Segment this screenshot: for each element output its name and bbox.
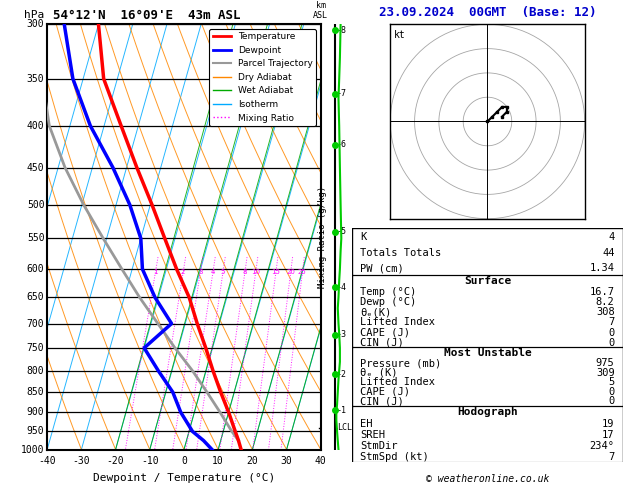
Text: 16.7: 16.7 <box>589 287 615 297</box>
Text: 15: 15 <box>271 269 281 275</box>
Text: 1.34: 1.34 <box>589 263 615 273</box>
Text: 500: 500 <box>27 200 45 210</box>
Text: 800: 800 <box>27 366 45 376</box>
Text: Most Unstable: Most Unstable <box>443 348 532 358</box>
Text: -3: -3 <box>337 330 347 340</box>
Legend: Temperature, Dewpoint, Parcel Trajectory, Dry Adiabat, Wet Adiabat, Isotherm, Mi: Temperature, Dewpoint, Parcel Trajectory… <box>209 29 316 126</box>
Text: © weatheronline.co.uk: © weatheronline.co.uk <box>426 473 549 484</box>
Text: 400: 400 <box>27 121 45 131</box>
Text: CAPE (J): CAPE (J) <box>360 387 410 397</box>
Text: 600: 600 <box>27 264 45 274</box>
Text: StmSpd (kt): StmSpd (kt) <box>360 451 429 462</box>
Text: 2: 2 <box>181 269 186 275</box>
Text: 350: 350 <box>27 74 45 84</box>
Text: km
ASL: km ASL <box>313 0 328 20</box>
Text: 5: 5 <box>221 269 225 275</box>
Text: 234°: 234° <box>589 441 615 451</box>
Text: Dewp (°C): Dewp (°C) <box>360 297 416 307</box>
Text: 550: 550 <box>27 233 45 243</box>
Text: 0: 0 <box>608 328 615 338</box>
Text: θₑ(K): θₑ(K) <box>360 307 392 317</box>
Text: 309: 309 <box>596 367 615 378</box>
Text: 3: 3 <box>198 269 203 275</box>
Text: 750: 750 <box>27 343 45 353</box>
Text: 900: 900 <box>27 407 45 417</box>
Text: 8: 8 <box>243 269 247 275</box>
Text: 23.09.2024  00GMT  (Base: 12): 23.09.2024 00GMT (Base: 12) <box>379 6 596 19</box>
Text: -40: -40 <box>38 456 56 466</box>
Text: hPa: hPa <box>24 10 45 20</box>
Text: -2: -2 <box>337 370 347 379</box>
Text: -10: -10 <box>141 456 159 466</box>
Text: 8.2: 8.2 <box>596 297 615 307</box>
Text: -1: -1 <box>337 406 347 415</box>
Text: 0: 0 <box>181 456 187 466</box>
Text: 700: 700 <box>27 318 45 329</box>
Text: 7: 7 <box>608 317 615 328</box>
Text: 10: 10 <box>251 269 260 275</box>
Text: Surface: Surface <box>464 276 511 286</box>
Text: 10: 10 <box>213 456 224 466</box>
Text: 850: 850 <box>27 387 45 397</box>
Text: LCL: LCL <box>337 423 352 432</box>
Text: 30: 30 <box>281 456 292 466</box>
Text: 40: 40 <box>315 456 326 466</box>
Text: 650: 650 <box>27 293 45 302</box>
Text: Dewpoint / Temperature (°C): Dewpoint / Temperature (°C) <box>93 473 275 483</box>
Text: CIN (J): CIN (J) <box>360 397 404 406</box>
Text: 25: 25 <box>298 269 307 275</box>
Text: -7: -7 <box>337 89 347 98</box>
Text: 0: 0 <box>608 397 615 406</box>
Text: θₑ (K): θₑ (K) <box>360 367 398 378</box>
Text: 4: 4 <box>608 232 615 242</box>
Text: K: K <box>360 232 367 242</box>
Text: 54°12'N  16°09'E  43m ASL: 54°12'N 16°09'E 43m ASL <box>53 9 241 22</box>
Text: StmDir: StmDir <box>360 441 398 451</box>
Text: -8: -8 <box>337 26 347 35</box>
Text: -6: -6 <box>337 140 347 149</box>
Text: -4: -4 <box>337 283 347 292</box>
Text: kt: kt <box>394 30 406 40</box>
Text: Temp (°C): Temp (°C) <box>360 287 416 297</box>
Text: CAPE (J): CAPE (J) <box>360 328 410 338</box>
Text: 44: 44 <box>602 247 615 258</box>
Text: 19: 19 <box>602 418 615 429</box>
Text: 308: 308 <box>596 307 615 317</box>
Text: -30: -30 <box>72 456 90 466</box>
Text: 450: 450 <box>27 162 45 173</box>
Text: Totals Totals: Totals Totals <box>360 247 442 258</box>
Text: Lifted Index: Lifted Index <box>360 377 435 387</box>
Text: 0: 0 <box>608 387 615 397</box>
Text: -5: -5 <box>337 227 347 236</box>
Text: 5: 5 <box>608 377 615 387</box>
Text: Pressure (mb): Pressure (mb) <box>360 358 442 368</box>
Text: PW (cm): PW (cm) <box>360 263 404 273</box>
Text: 0: 0 <box>608 338 615 348</box>
Text: 1000: 1000 <box>21 445 45 454</box>
Text: CIN (J): CIN (J) <box>360 338 404 348</box>
Text: 1: 1 <box>153 269 158 275</box>
Text: Mixing Ratio (g/kg): Mixing Ratio (g/kg) <box>318 186 326 288</box>
Text: EH: EH <box>360 418 373 429</box>
Text: Lifted Index: Lifted Index <box>360 317 435 328</box>
Text: 300: 300 <box>27 19 45 29</box>
Text: 7: 7 <box>608 451 615 462</box>
Text: Hodograph: Hodograph <box>457 407 518 417</box>
Text: 4: 4 <box>211 269 215 275</box>
Text: -20: -20 <box>107 456 125 466</box>
Text: 975: 975 <box>596 358 615 368</box>
Text: 950: 950 <box>27 426 45 436</box>
Text: SREH: SREH <box>360 430 386 440</box>
Text: 17: 17 <box>602 430 615 440</box>
Text: 20: 20 <box>247 456 259 466</box>
Text: 20: 20 <box>286 269 295 275</box>
